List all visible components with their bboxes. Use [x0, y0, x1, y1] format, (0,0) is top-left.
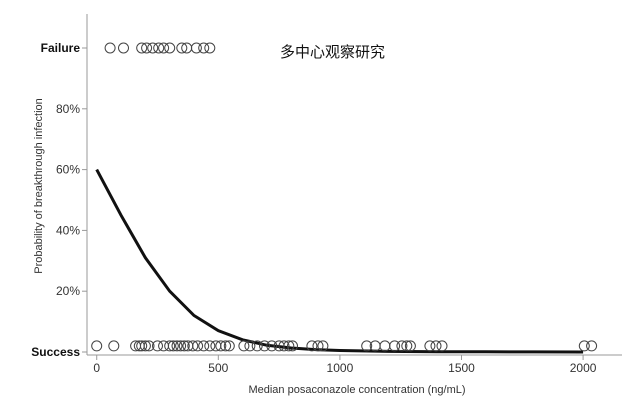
- failure-point: [118, 42, 129, 54]
- x-tick-label: 0: [93, 361, 100, 375]
- success-point: [91, 340, 103, 352]
- success-point: [204, 340, 216, 352]
- success-point: [223, 340, 235, 352]
- success-point: [278, 340, 290, 352]
- success-point: [192, 340, 204, 352]
- success-point: [389, 340, 401, 352]
- success-point: [175, 340, 187, 352]
- success-point: [152, 340, 163, 352]
- success-point: [187, 340, 199, 352]
- success-point: [578, 340, 590, 352]
- failure-point: [198, 42, 210, 54]
- success-point: [312, 340, 324, 352]
- y-tick-label: 40%: [56, 223, 80, 237]
- success-point: [238, 340, 250, 352]
- y-tick-label: Success: [31, 345, 80, 359]
- success-point: [198, 340, 210, 352]
- x-axis: 0 500 1000 1500 2000: [87, 354, 622, 375]
- success-point: [396, 340, 408, 352]
- success-point: [178, 340, 190, 352]
- logistic-fit-line: [95, 168, 584, 354]
- success-point: [108, 340, 120, 352]
- chart-annotation: 多中心观察研究: [280, 43, 385, 61]
- y-tick-label: 80%: [56, 102, 80, 116]
- y-axis: Success 20% 40% 60% 80% Failure: [31, 14, 88, 359]
- success-point: [306, 340, 318, 352]
- success-point: [586, 340, 598, 352]
- x-axis-title: Median posaconazole concentration (ng/mL…: [248, 384, 465, 396]
- success-point: [317, 340, 329, 352]
- success-point: [436, 340, 448, 352]
- success-point: [266, 340, 278, 352]
- x-tick-label: 2000: [570, 361, 597, 375]
- success-point: [430, 340, 442, 352]
- success-point: [259, 340, 270, 352]
- success-point: [379, 340, 391, 352]
- failure-point: [136, 42, 148, 54]
- x-tick-label: 1500: [448, 361, 475, 375]
- x-tick-label: 500: [208, 361, 228, 375]
- failure-point: [104, 42, 116, 54]
- success-point: [136, 340, 148, 352]
- success-point: [283, 340, 295, 352]
- failure-point: [158, 42, 170, 54]
- y-tick-label: 60%: [56, 163, 80, 177]
- fit-layer: [95, 168, 584, 354]
- failure-point: [204, 42, 216, 54]
- failure-point: [190, 42, 202, 54]
- points-layer: [91, 42, 598, 352]
- success-point: [167, 340, 179, 352]
- success-point: [244, 340, 256, 352]
- failure-point: [153, 42, 165, 54]
- success-point: [139, 340, 151, 352]
- failure-point: [141, 42, 153, 54]
- y-axis-title: Probability of breakthrough infection: [33, 98, 45, 274]
- x-tick-label: 1000: [327, 361, 354, 375]
- success-point: [287, 340, 298, 352]
- success-point: [171, 340, 183, 352]
- success-point: [401, 340, 413, 352]
- failure-point: [164, 42, 176, 54]
- y-tick-label: 20%: [56, 284, 80, 298]
- failure-point: [176, 42, 188, 54]
- failure-point: [147, 42, 159, 54]
- success-point: [220, 340, 232, 352]
- y-tick-label: Failure: [41, 41, 81, 55]
- success-point: [424, 340, 436, 352]
- success-point: [215, 340, 227, 352]
- success-point: [158, 340, 170, 352]
- success-point: [361, 340, 373, 352]
- success-point: [251, 340, 263, 352]
- success-point: [404, 340, 416, 352]
- success-point: [143, 340, 155, 352]
- success-point: [164, 340, 176, 352]
